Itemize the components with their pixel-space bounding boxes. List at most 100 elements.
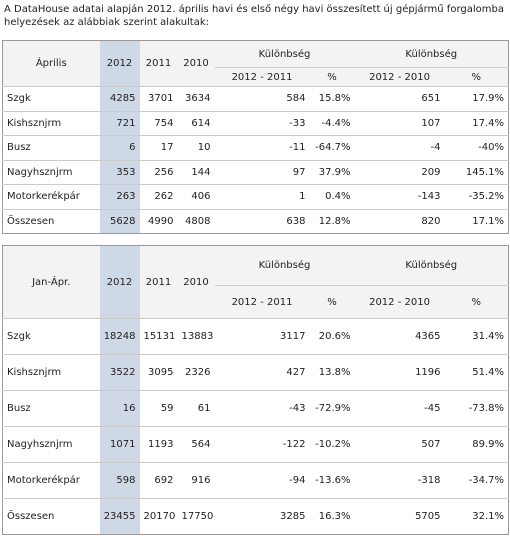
table-cell: Összesen xyxy=(7,511,55,522)
table-cell: 1071 xyxy=(99,426,140,463)
header-cell: Április xyxy=(2,40,100,87)
table-cell: 4808 xyxy=(185,215,211,227)
table-cell: 692 xyxy=(139,462,178,499)
table-cell: 51.4% xyxy=(444,354,509,391)
header-cell: % xyxy=(309,67,355,87)
table-row: Busz 16 59 61 -43 -72.9% -45 -73.8% xyxy=(2,390,509,427)
table-cell: 32.1% xyxy=(472,511,505,522)
table-cell: -43 xyxy=(214,390,310,427)
table-cell: 0.4% xyxy=(309,184,355,210)
table-cell: 16 xyxy=(99,390,140,427)
header-cell: Különbség xyxy=(214,245,355,286)
table-cell: Kishsznjrm xyxy=(2,111,100,136)
table-cell: -34.7% xyxy=(444,462,509,499)
table-cell: 31.4% xyxy=(444,318,509,355)
header-cell: 2011 xyxy=(139,245,178,319)
table-cell: 17 xyxy=(139,135,178,161)
table-cell: 20.6% xyxy=(309,318,355,355)
table-cell: 263 xyxy=(99,184,140,210)
header-row: 2012 - 2011% 2012 - 2010% xyxy=(3,285,509,319)
header-row: Április 2012 2011 2010 Különbség Különbség xyxy=(2,40,509,87)
table-cell: 13883 xyxy=(177,318,215,355)
table-cell: Busz xyxy=(2,390,100,427)
table-cell: -10.2% xyxy=(309,426,355,463)
table-cell: 17.9% xyxy=(444,86,509,112)
table-row: Nagyhsznjrm 353 256 144 97 37.9% 209 145.1% xyxy=(2,160,509,185)
table-cell: 820 xyxy=(421,215,441,227)
table-cell: 598 xyxy=(99,462,140,499)
table-cell: 353 xyxy=(99,160,140,185)
table-cell: 15131 xyxy=(139,318,178,355)
table-cell: 18248 xyxy=(99,318,140,355)
table-cell: 3285 xyxy=(280,511,306,522)
table-cell: 1196 xyxy=(354,354,445,391)
header-cell: Különbség xyxy=(214,40,355,68)
table-cell: 4285 xyxy=(99,86,140,112)
table-cell: Nagyhsznjrm xyxy=(2,160,100,185)
table-cell: 13.8% xyxy=(309,354,355,391)
header-cell: Jan-Ápr. xyxy=(2,245,100,319)
data-table: Április 2012 2011 2010 Különbség Különbség 201… xyxy=(2,40,510,234)
table-cell: 3522 xyxy=(99,354,140,391)
table-row: Szgk 4285 3701 3634 584 15.8% 651 17.9% xyxy=(2,86,509,112)
table-cell: 564 xyxy=(177,426,215,463)
table-cell: 651 xyxy=(354,86,445,112)
table-cell: 3117 xyxy=(214,318,310,355)
table-cell: -40% xyxy=(444,135,509,161)
table-cell: 3701 xyxy=(139,86,178,112)
table-cell: -13.6% xyxy=(309,462,355,499)
table-cell: 2326 xyxy=(177,354,215,391)
header-cell: % xyxy=(444,67,509,87)
table-cell: Busz xyxy=(2,135,100,161)
table-cell: -73.8% xyxy=(444,390,509,427)
table-cell: 17.4% xyxy=(444,111,509,136)
header-cell: 2012 - 2011 xyxy=(214,285,310,319)
table-cell: -64.7% xyxy=(309,135,355,161)
table-cell: 23455 xyxy=(99,498,140,535)
table-cell: Szgk xyxy=(2,86,100,112)
table-cell: -4 xyxy=(354,135,445,161)
table-cell: 916 xyxy=(177,462,215,499)
table-cell: 1 xyxy=(214,184,310,210)
table-cell: 97 xyxy=(214,160,310,185)
table-cell: 256 xyxy=(139,160,178,185)
table-cell: Motorkerékpár xyxy=(2,462,100,499)
table-cell: 17750 xyxy=(181,511,214,522)
table-row: Összesen 23455 20170 17750 3285 16.3% 5705 32.1… xyxy=(3,498,509,535)
table-cell: 5705 xyxy=(415,511,441,522)
header-cell: % xyxy=(444,285,509,319)
table-row: Busz 6 17 10 -11 -64.7% -4 -40% xyxy=(2,135,509,161)
table-cell: Kishsznjrm xyxy=(2,354,100,391)
table-cell: -122 xyxy=(214,426,310,463)
table-cell: Összesen xyxy=(7,215,55,227)
table-cell: 15.8% xyxy=(309,86,355,112)
table-cell: -33 xyxy=(214,111,310,136)
header-cell: 2012 xyxy=(99,40,140,87)
header-cell: 2010 xyxy=(177,40,215,87)
table-cell: 4365 xyxy=(354,318,445,355)
table-cell: -45 xyxy=(354,390,445,427)
table-cell: -11 xyxy=(214,135,310,161)
table-row: Motorkerékpár 263 262 406 1 0.4% -143 -35.2% xyxy=(2,184,509,210)
table-cell: -72.9% xyxy=(309,390,355,427)
table-cell: 262 xyxy=(139,184,178,210)
table-cell: 144 xyxy=(177,160,215,185)
header-cell: Különbség xyxy=(354,245,509,286)
table-cell: 427 xyxy=(214,354,310,391)
table-cell: 145.1% xyxy=(444,160,509,185)
table-cell: 3095 xyxy=(139,354,178,391)
header-cell: % xyxy=(309,285,355,319)
header-cell: 2011 xyxy=(139,40,178,87)
table-cell: Motorkerékpár xyxy=(2,184,100,210)
table-cell: 17.1% xyxy=(472,215,505,227)
table-cell: 209 xyxy=(354,160,445,185)
header-cell: 2012 xyxy=(99,245,140,319)
table-cell: -143 xyxy=(354,184,445,210)
table-cell: 584 xyxy=(214,86,310,112)
table-cell: 37.9% xyxy=(309,160,355,185)
table-cell: Szgk xyxy=(2,318,100,355)
table-cell: -4.4% xyxy=(309,111,355,136)
table-cell: 721 xyxy=(99,111,140,136)
header-cell: 2012 - 2011 xyxy=(214,67,310,87)
